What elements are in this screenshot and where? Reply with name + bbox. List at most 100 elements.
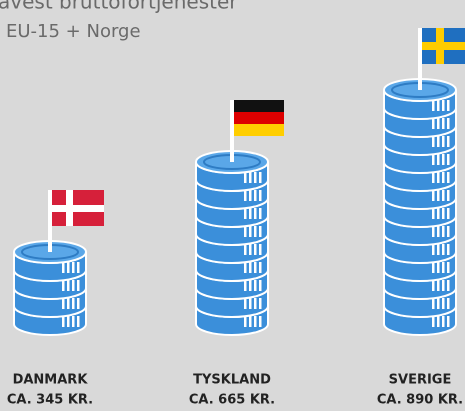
coin-notch — [77, 316, 80, 327]
coin-notch — [254, 280, 257, 291]
chart-subtitle: EU-15 + Norge — [6, 21, 141, 42]
coin-notch — [432, 100, 435, 111]
coin-notch — [442, 172, 445, 183]
coin-notch — [244, 190, 247, 201]
coin-notch — [254, 298, 257, 309]
coin-notch — [259, 280, 262, 291]
flag-cross — [422, 42, 465, 50]
coin-notch — [62, 316, 65, 327]
coin-notch — [249, 226, 252, 237]
coin-notch — [432, 316, 435, 327]
coin-notch — [437, 172, 440, 183]
coin-notch — [442, 118, 445, 129]
coin-notch — [72, 298, 75, 309]
coin-notch — [254, 262, 257, 273]
coin-notch — [244, 316, 247, 327]
flag-stripe — [234, 124, 284, 136]
coin-notch — [249, 244, 252, 255]
coin-notch — [259, 262, 262, 273]
coin-notch — [442, 226, 445, 237]
coin-notch — [67, 316, 70, 327]
flag — [52, 190, 104, 226]
coin-notch — [432, 172, 435, 183]
coin-notch — [249, 208, 252, 219]
coin-notch — [437, 280, 440, 291]
coin-notch — [447, 280, 450, 291]
coin-stack — [14, 241, 86, 335]
coin-notch — [249, 172, 252, 183]
coin-notch — [244, 244, 247, 255]
coin-notch — [437, 136, 440, 147]
flag-stripe — [234, 100, 284, 112]
coin-notch — [259, 226, 262, 237]
coin-notch — [442, 136, 445, 147]
coin-notch — [447, 244, 450, 255]
coin-notch — [442, 190, 445, 201]
coin-notch — [254, 226, 257, 237]
coin-notch — [259, 208, 262, 219]
coin-notch — [442, 262, 445, 273]
coin-notch — [259, 190, 262, 201]
coin-notch — [254, 172, 257, 183]
coin-notch — [432, 190, 435, 201]
coin-notch — [437, 118, 440, 129]
coin-notch — [72, 280, 75, 291]
coin-notch — [437, 208, 440, 219]
coin-notch — [442, 208, 445, 219]
coin-notch — [249, 190, 252, 201]
coin-notch — [437, 190, 440, 201]
coin-stack — [384, 79, 456, 335]
coin-notch — [442, 280, 445, 291]
page: {"chart_data": {"type": "pictograph", "t… — [0, 0, 465, 411]
coin-notch — [442, 154, 445, 165]
coin-notch — [432, 136, 435, 147]
coin-notch — [249, 280, 252, 291]
coin-notch — [77, 280, 80, 291]
coin-notch — [437, 316, 440, 327]
flag-cross — [52, 205, 104, 212]
coin-notch — [254, 190, 257, 201]
value-label: CA. 890 KR. — [377, 393, 463, 408]
coin-notch — [437, 244, 440, 255]
coin-notch — [62, 262, 65, 273]
coin-notch — [442, 316, 445, 327]
chart-title: avest bruttofortjenester — [0, 0, 238, 14]
coin-notch — [244, 172, 247, 183]
flag — [422, 28, 465, 64]
coin-notch — [249, 316, 252, 327]
coin-notch — [447, 226, 450, 237]
coin-notch — [447, 208, 450, 219]
coin-notch — [432, 298, 435, 309]
coin-notch — [259, 316, 262, 327]
coin-notch — [447, 154, 450, 165]
coin-notch — [447, 190, 450, 201]
coin-notch — [442, 100, 445, 111]
category-label: TYSKLAND — [193, 373, 271, 388]
coin-notch — [442, 298, 445, 309]
coin-notch — [244, 280, 247, 291]
coin-notch — [77, 262, 80, 273]
coin-notch — [67, 298, 70, 309]
flag — [234, 100, 284, 136]
coin-notch — [437, 226, 440, 237]
flag-stripe — [234, 112, 284, 124]
coin-notch — [447, 136, 450, 147]
chart: avest bruttofortjenester EU-15 + Norge D… — [0, 0, 465, 411]
category-label: SVERIGE — [389, 373, 452, 388]
coin-stack — [196, 151, 268, 335]
coin-notch — [432, 208, 435, 219]
coin-notch — [432, 280, 435, 291]
coin-notch — [437, 262, 440, 273]
coin-notch — [447, 100, 450, 111]
coin-notch — [432, 262, 435, 273]
coin-notch — [77, 298, 80, 309]
flag-pole — [418, 28, 422, 90]
coin-notch — [244, 262, 247, 273]
coin-notch — [259, 172, 262, 183]
coin-notch — [447, 172, 450, 183]
coin-notch — [244, 298, 247, 309]
coin-notch — [244, 226, 247, 237]
coin-notch — [437, 100, 440, 111]
coin-notch — [249, 262, 252, 273]
coin-notch — [432, 244, 435, 255]
